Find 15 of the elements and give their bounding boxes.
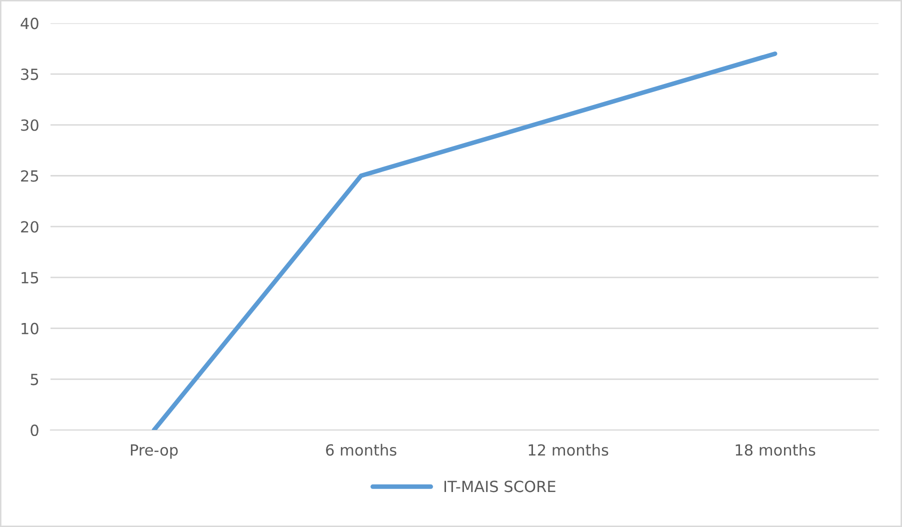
y-tick-label: 25 — [21, 170, 38, 182]
y-tick-label: 20 — [21, 221, 38, 233]
legend-label: IT-MAIS SCORE — [444, 480, 556, 492]
y-tick-label: 5 — [30, 374, 38, 386]
y-tick-label: 35 — [21, 68, 38, 80]
y-tick-label: 10 — [22, 322, 38, 334]
x-tick-label: 6 months — [326, 444, 396, 456]
x-tick-label: 18 months — [736, 444, 816, 456]
x-tick-label: 12 months — [528, 444, 608, 456]
y-tick-label: 30 — [21, 119, 38, 131]
y-tick-label: 15 — [22, 272, 38, 284]
x-tick-label: Pre-op — [130, 444, 178, 459]
y-tick-label: 40 — [20, 18, 38, 30]
line-series — [152, 51, 778, 430]
y-tick-label: 0 — [30, 424, 38, 436]
